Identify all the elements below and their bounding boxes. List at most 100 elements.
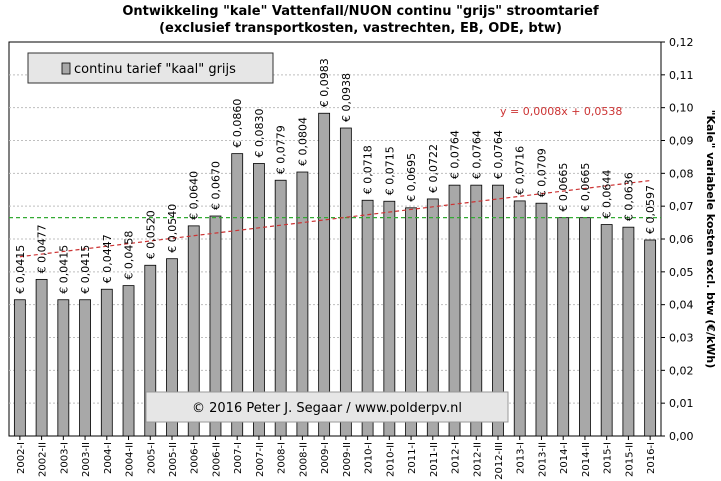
x-tick-label: 2006-II [211,442,222,477]
data-label: € 0,0665 [579,163,592,212]
data-label: € 0,0644 [601,170,614,219]
bar [318,112,331,437]
trendline-equation: y = 0,0008x + 0,0538 [500,105,622,118]
x-tick-label: 2003-I [59,442,70,474]
x-tick-label: 2013-I [516,442,527,474]
x-tick-label: 2008-I [277,442,288,474]
data-labels: € 0,0415 € 0,0477 € 0,0415 € 0,0415 € 0,0447… [14,58,657,293]
bar [644,239,657,437]
bar [339,127,352,437]
x-tick-label: 2015-I [603,442,614,474]
y-tick-label: 0,08 [669,167,694,180]
x-tick-label: 2007-I [233,442,244,474]
data-label: € 0,0860 [231,99,244,148]
x-tick-label: 2012-I [451,442,462,474]
x-tick-label: 2010-I [364,442,375,474]
chart-subtitle: (exclusief transportkosten, vastrechten,… [159,21,562,36]
bar [13,299,26,437]
x-tick-label: 2016-I [646,442,657,474]
x-tick-label: 2003-II [81,442,92,477]
data-label: € 0,0695 [405,153,418,202]
data-label: € 0,0636 [622,172,635,221]
annotation-box [145,391,509,423]
x-tick-label: 2002-II [38,442,49,477]
data-label: € 0,0779 [275,125,288,174]
x-tick-label: 2006-I [190,442,201,474]
data-label: € 0,0938 [340,73,353,122]
chart-title: Ontwikkeling "kale" Vattenfall/NUON cont… [122,4,599,19]
y-tick-label: 0,10 [669,102,694,115]
y-tick-label: 0,05 [669,266,694,279]
x-tick-label: 2005-I [146,442,157,474]
x-tick-labels: 2002-I 2002-II 2003-I 2003-II 2004-I 2004-II 2… [16,436,657,480]
bar [600,224,613,437]
lines [9,179,661,258]
y-axis-title: "Kale" variabele kosten excl. btw (€/kWh… [704,110,717,369]
data-label: € 0,0447 [101,234,114,283]
bar [122,285,135,437]
x-tick-label: 2002-I [16,442,27,474]
x-tick-label: 2008-II [298,442,309,477]
annotation-text: © 2016 Peter J. Segaar / www.polderpv.nl [192,401,462,416]
bar [622,226,635,437]
data-label: € 0,0597 [644,185,657,234]
x-tick-label: 2009-II [342,442,353,477]
data-label: € 0,0983 [318,58,331,107]
data-label: € 0,0764 [492,130,505,179]
x-tick-label: 2015-II [624,442,635,477]
legend-swatch [61,62,71,75]
legend: continu tarief "kaal" grijs [27,52,274,84]
y-tick-labels: 0,00 0,01 0,02 0,03 0,04 0,05 0,06 0,07 0,08 0,09… [669,36,694,443]
x-tick-label: 2009-I [320,442,331,474]
bar [557,217,570,437]
data-label: € 0,0640 [188,171,201,220]
bar [579,217,591,437]
data-label: € 0,0716 [514,146,527,195]
data-label: € 0,0670 [209,161,222,210]
x-tick-label: 2004-I [103,442,114,474]
bar [57,299,70,437]
x-tick-label: 2014-II [581,442,592,477]
y-tick-label: 0,09 [669,135,694,148]
bar [513,200,526,437]
bar [79,299,91,437]
data-label: € 0,0715 [383,146,396,195]
x-tick-label: 2010-II [385,442,396,477]
data-label: € 0,0415 [14,245,27,294]
bar [35,278,48,437]
data-label: € 0,0520 [144,210,157,259]
y-tick-label: 0,12 [669,36,694,49]
data-label: € 0,0709 [535,148,548,197]
legend-label: continu tarief "kaal" grijs [74,62,236,77]
x-tick-label: 2011-I [407,442,418,474]
x-tick-label: 2012-II [472,442,483,477]
data-label: € 0,0722 [427,144,440,193]
x-tick-label: 2012-III [494,442,505,480]
data-label: € 0,0830 [253,108,266,157]
y-tick-label: 0,01 [669,397,694,410]
y-tick-label: 0,00 [669,430,694,443]
copyright-annotation: © 2016 Peter J. Segaar / www.polderpv.nl [145,391,509,423]
y-tick-label: 0,02 [669,364,694,377]
data-label: € 0,0458 [123,231,136,280]
x-tick-label: 2007-II [255,442,266,477]
data-label: € 0,0477 [36,224,49,273]
data-label: € 0,0540 [166,204,179,253]
y-tick-label: 0,06 [669,233,694,246]
y-tick-label: 0,11 [669,69,694,82]
x-tick-label: 2014-I [559,442,570,474]
bar [100,288,113,437]
data-label: € 0,0415 [79,245,92,294]
trendline [19,179,651,258]
x-tick-label: 2004-II [125,442,136,477]
y-tick-label: 0,04 [669,299,694,312]
data-label: € 0,0764 [449,130,462,179]
data-label: € 0,0665 [557,163,570,212]
y-tick-label: 0,03 [669,332,694,345]
x-tick-label: 2005-II [168,442,179,477]
data-label: € 0,0718 [362,145,375,194]
y-tick-label: 0,07 [669,200,694,213]
x-tick-label: 2011-II [429,442,440,477]
